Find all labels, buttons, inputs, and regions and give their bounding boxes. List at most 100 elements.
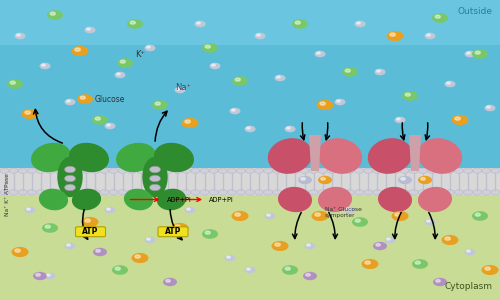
Circle shape [282, 168, 291, 173]
Circle shape [486, 106, 490, 108]
Circle shape [284, 126, 296, 132]
Circle shape [400, 190, 409, 195]
Circle shape [264, 213, 276, 219]
Circle shape [306, 244, 310, 246]
Circle shape [334, 99, 345, 105]
Circle shape [373, 190, 382, 195]
Circle shape [446, 190, 454, 195]
Circle shape [342, 67, 358, 77]
Ellipse shape [418, 188, 452, 212]
Circle shape [16, 34, 20, 36]
Circle shape [264, 168, 272, 173]
Circle shape [464, 190, 472, 195]
Circle shape [365, 261, 370, 264]
Circle shape [150, 175, 160, 182]
Text: Cytoplasm: Cytoplasm [444, 282, 492, 291]
Circle shape [226, 256, 230, 258]
Ellipse shape [318, 188, 352, 212]
Circle shape [24, 207, 36, 213]
Circle shape [0, 190, 9, 195]
Circle shape [136, 190, 145, 195]
Circle shape [246, 127, 250, 129]
Circle shape [80, 96, 86, 99]
Circle shape [205, 231, 210, 234]
Circle shape [275, 243, 280, 246]
Circle shape [391, 168, 400, 173]
Circle shape [26, 208, 30, 210]
Ellipse shape [70, 143, 108, 172]
Ellipse shape [58, 158, 82, 196]
Circle shape [186, 208, 190, 210]
Ellipse shape [72, 189, 101, 210]
Circle shape [300, 168, 309, 173]
Circle shape [301, 178, 306, 180]
Ellipse shape [32, 143, 70, 172]
Circle shape [300, 190, 309, 195]
Circle shape [390, 33, 396, 36]
Circle shape [146, 190, 154, 195]
Circle shape [173, 168, 182, 173]
Circle shape [46, 190, 54, 195]
Circle shape [309, 190, 318, 195]
Circle shape [163, 278, 177, 286]
Ellipse shape [143, 158, 167, 196]
Circle shape [232, 211, 248, 221]
Circle shape [36, 168, 46, 173]
Circle shape [336, 168, 345, 173]
Circle shape [73, 168, 82, 173]
Circle shape [244, 126, 256, 132]
Circle shape [164, 190, 172, 195]
Text: ATP: ATP [82, 227, 98, 236]
Text: Na⁺ Glucose
symporter: Na⁺ Glucose symporter [325, 207, 362, 218]
Circle shape [309, 168, 318, 173]
Circle shape [402, 91, 418, 101]
Circle shape [182, 168, 191, 173]
Circle shape [114, 72, 126, 78]
Circle shape [436, 168, 446, 173]
Circle shape [346, 168, 354, 173]
Circle shape [212, 64, 215, 66]
Circle shape [172, 223, 188, 233]
Circle shape [273, 190, 282, 195]
Circle shape [194, 21, 205, 27]
Circle shape [64, 190, 72, 195]
Circle shape [472, 211, 488, 221]
Circle shape [120, 60, 126, 63]
Circle shape [316, 100, 334, 110]
Circle shape [428, 168, 436, 173]
Circle shape [373, 168, 382, 173]
Circle shape [173, 190, 182, 195]
Circle shape [154, 168, 164, 173]
Circle shape [412, 259, 428, 269]
Circle shape [46, 274, 50, 276]
Circle shape [246, 268, 250, 270]
Circle shape [312, 211, 328, 221]
Circle shape [104, 123, 116, 129]
Circle shape [364, 168, 372, 173]
Circle shape [445, 237, 450, 240]
Circle shape [386, 238, 390, 240]
Circle shape [382, 190, 391, 195]
Circle shape [418, 176, 432, 184]
Circle shape [455, 117, 460, 120]
Circle shape [174, 87, 186, 93]
Circle shape [376, 244, 380, 246]
Polygon shape [409, 135, 421, 171]
Circle shape [150, 166, 160, 173]
Circle shape [354, 21, 366, 27]
Circle shape [150, 184, 160, 191]
Ellipse shape [268, 139, 312, 173]
Circle shape [191, 168, 200, 173]
Circle shape [273, 168, 282, 173]
Circle shape [306, 274, 310, 276]
Circle shape [491, 190, 500, 195]
Circle shape [84, 27, 96, 33]
Circle shape [316, 52, 320, 54]
Circle shape [276, 76, 280, 78]
Circle shape [0, 168, 9, 173]
Circle shape [82, 217, 98, 227]
Circle shape [36, 190, 46, 195]
Circle shape [218, 168, 227, 173]
Circle shape [318, 168, 327, 173]
Circle shape [464, 51, 475, 57]
